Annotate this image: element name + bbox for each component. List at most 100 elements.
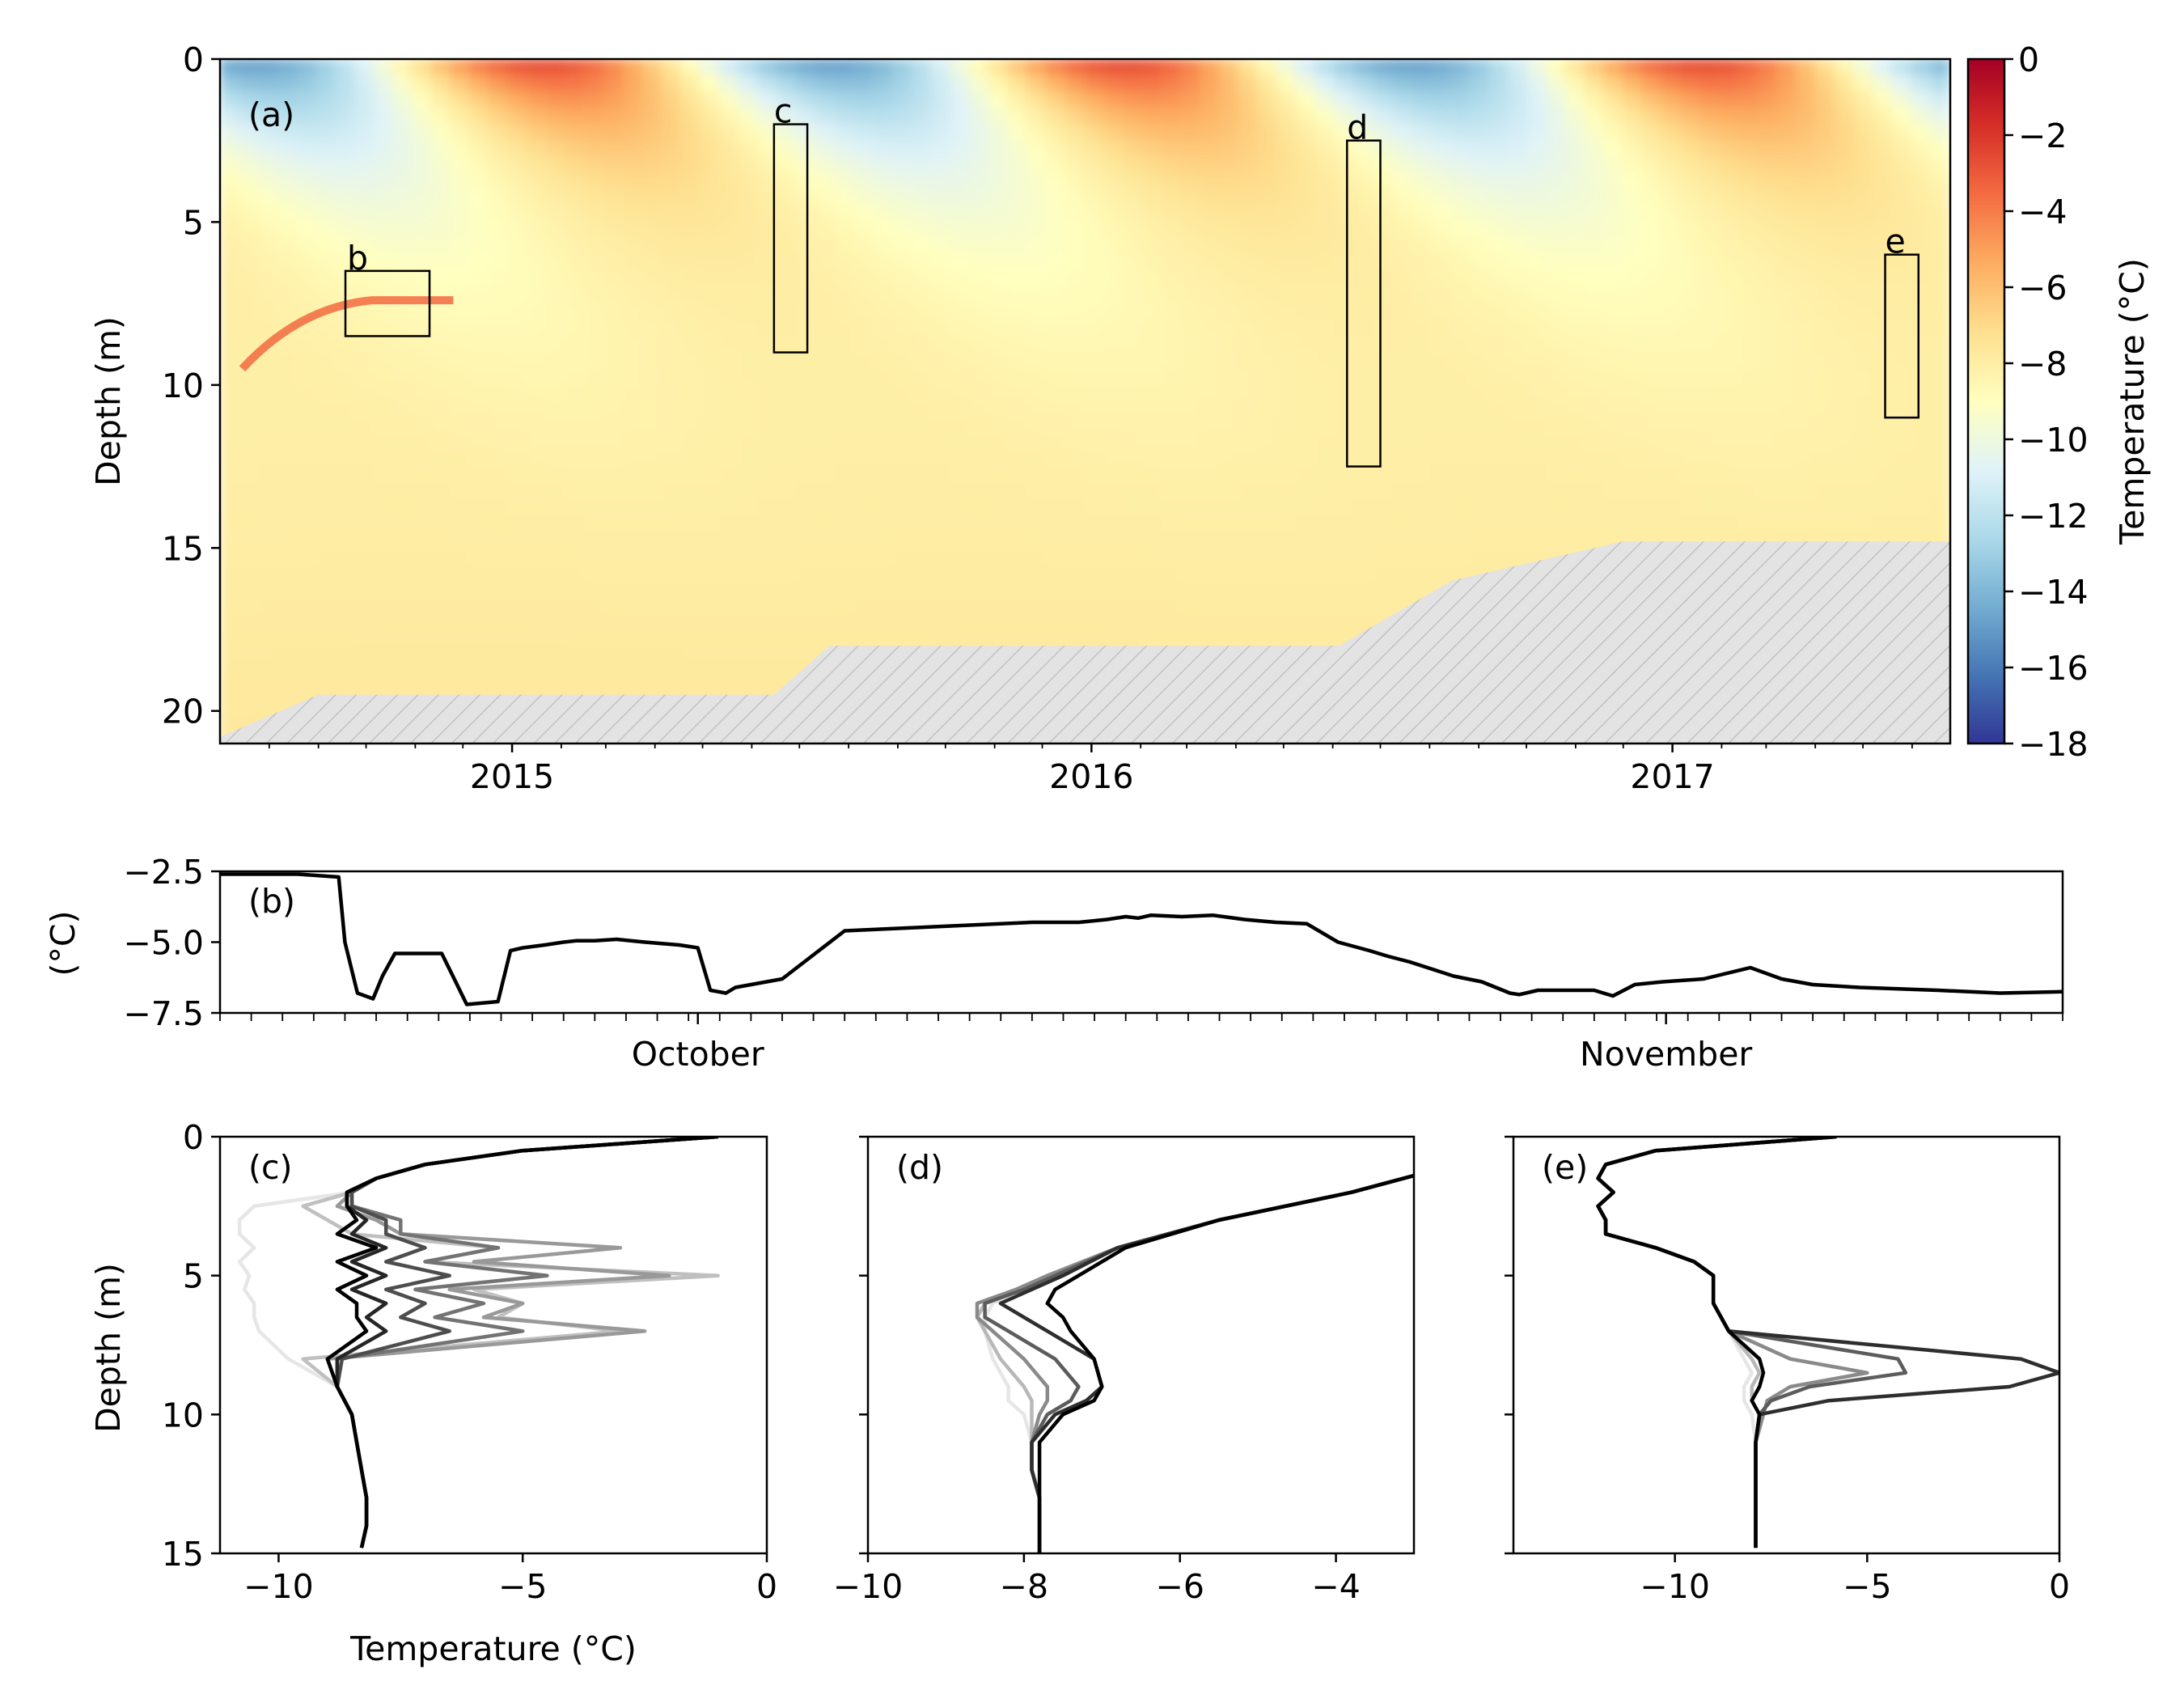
heat-cell [277, 531, 298, 549]
heat-cell [718, 367, 740, 386]
heat-cell [1699, 417, 1721, 435]
heat-cell [353, 645, 375, 663]
heat-cell [468, 515, 490, 533]
heat-cell [488, 400, 510, 419]
heat-cell [1064, 221, 1086, 239]
heat-cell [1353, 449, 1374, 468]
heat-cell [257, 531, 279, 549]
heat-cell [1064, 172, 1086, 191]
heat-cell [1834, 303, 1856, 321]
heat-cell [1526, 449, 1547, 468]
heat-cell [1430, 74, 1452, 93]
heat-cell [220, 661, 240, 680]
heat-cell [1353, 59, 1374, 77]
heat-cell [1276, 449, 1297, 468]
heat-cell [450, 59, 471, 77]
heat-cell [1757, 465, 1779, 484]
heat-cell [1603, 383, 1624, 402]
heat-cell [1737, 335, 1759, 354]
heat-cell [430, 269, 452, 288]
heat-cell [853, 629, 875, 647]
heat-cell [641, 107, 663, 125]
heat-cell [1295, 123, 1317, 142]
heat-cell [334, 253, 356, 272]
heat-cell [1045, 563, 1067, 582]
heat-cell [1295, 319, 1317, 337]
heat-cell [1661, 433, 1682, 451]
heat-cell [1200, 253, 1221, 272]
heat-cell [430, 547, 452, 566]
heat-cell [1814, 59, 1836, 77]
heat-cell [680, 269, 702, 288]
heat-cell [373, 612, 394, 630]
heat-cell [1026, 563, 1048, 582]
heat-cell [1161, 563, 1183, 582]
heat-cell [238, 91, 260, 109]
heat-cell [1584, 515, 1606, 533]
heat-cell [1334, 123, 1356, 142]
heat-cell [1411, 335, 1433, 354]
heat-cell [873, 612, 894, 630]
heat-cell [1161, 383, 1183, 402]
heat-cell [1488, 515, 1509, 533]
heat-cell [1334, 367, 1356, 386]
heat-cell [1353, 531, 1374, 549]
heat-cell [507, 433, 529, 451]
heat-cell [1450, 563, 1471, 582]
heat-cell [777, 172, 798, 191]
heat-cell [834, 595, 856, 614]
heat-cell [911, 139, 933, 158]
heat-cell [238, 515, 260, 533]
heat-cell [1488, 59, 1509, 77]
heat-cell [527, 481, 548, 500]
heat-cell [1180, 481, 1202, 500]
heat-cell [1641, 286, 1663, 305]
heat-cell [641, 269, 663, 288]
heat-cell [988, 221, 1009, 239]
heat-cell [757, 531, 779, 549]
heat-cell [1334, 449, 1356, 468]
heat-cell [565, 189, 586, 207]
heat-cell [1200, 351, 1221, 370]
heat-cell [603, 612, 625, 630]
heat-cell [1930, 400, 1950, 419]
heat-cell [641, 286, 663, 305]
heat-cell [1353, 383, 1374, 402]
heat-cell [220, 531, 240, 549]
heat-cell [853, 498, 875, 516]
heat-cell [1373, 351, 1394, 370]
heat-cell [1545, 417, 1567, 435]
heat-cell [1757, 303, 1779, 321]
heat-cell [1411, 269, 1433, 288]
heat-cell [1257, 269, 1279, 288]
heat-cell [238, 433, 260, 451]
heat-cell [1391, 319, 1413, 337]
heat-cell [1180, 205, 1202, 223]
heat-cell [700, 205, 721, 223]
heat-cell [1872, 123, 1894, 142]
heat-cell [1468, 319, 1490, 337]
heat-cell [1123, 383, 1144, 402]
heat-cell [1545, 237, 1567, 256]
heat-cell [1200, 449, 1221, 468]
heat-cell [257, 579, 279, 598]
heat-cell [1507, 172, 1529, 191]
heat-cell [718, 449, 740, 468]
heat-cell [1853, 400, 1874, 419]
heat-cell [700, 465, 721, 484]
heat-cell [1930, 123, 1950, 142]
heat-cell [1411, 383, 1433, 402]
heat-cell [1680, 172, 1702, 191]
heat-cell [1123, 286, 1144, 305]
heat-cell [468, 595, 490, 614]
heat-cell [777, 205, 798, 223]
heat-cell [1391, 335, 1413, 354]
heat-cell [1084, 531, 1106, 549]
heat-cell [353, 59, 375, 77]
heat-cell [1622, 269, 1644, 288]
heat-cell [1411, 107, 1433, 125]
heat-cell [527, 91, 548, 109]
heat-cell [1795, 367, 1817, 386]
heat-cell [450, 417, 471, 435]
